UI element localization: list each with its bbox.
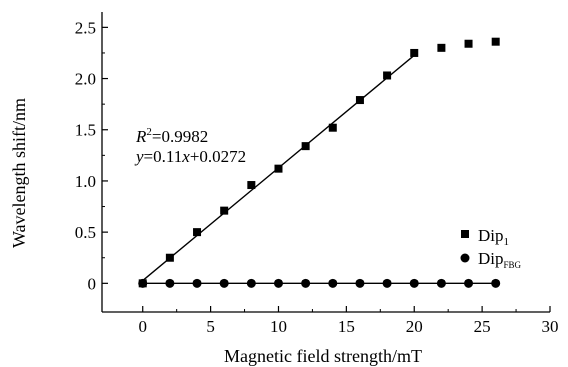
- x-tick-label: 0: [138, 317, 147, 336]
- point-dipfbg: [464, 278, 474, 288]
- y-axis-title: Wavelength shift/nm: [9, 98, 29, 248]
- fit-eq-tail: +0.0272: [190, 147, 246, 166]
- x-tick-label: 30: [542, 317, 559, 336]
- legend-dipfbg-sub: FBG: [504, 260, 522, 270]
- point-dip1: [383, 71, 392, 80]
- x-tick-label: 25: [474, 317, 491, 336]
- data-points: [138, 37, 501, 288]
- point-dipfbg: [192, 278, 202, 288]
- point-dip1: [464, 39, 473, 48]
- fit-eq-y: y: [134, 147, 144, 166]
- legend-marker-dip1: [461, 230, 469, 238]
- point-dip1: [301, 142, 310, 151]
- x-axis-title: Magnetic field strength/mT: [224, 346, 422, 366]
- point-dip1: [410, 48, 419, 57]
- fit-lines: [142, 54, 496, 285]
- point-dipfbg: [138, 278, 148, 288]
- point-dip1: [247, 181, 256, 190]
- point-dipfbg: [246, 278, 256, 288]
- point-dipfbg: [355, 278, 365, 288]
- y-tick-label: 2.0: [75, 70, 96, 89]
- point-dipfbg: [301, 278, 311, 288]
- legend-label-dip1: Dip1: [478, 226, 509, 248]
- legend-dip1-base: Dip: [478, 226, 504, 245]
- y-tick-label: 0.5: [75, 223, 96, 242]
- y-tick-label: 1.5: [75, 121, 96, 140]
- fit-equation-annotation: y=0.11x+0.0272: [134, 147, 246, 166]
- x-tick-label: 5: [206, 317, 215, 336]
- point-dip1: [355, 96, 364, 105]
- y-tick-label: 0: [88, 274, 97, 293]
- x-tick-label: 15: [338, 317, 355, 336]
- point-dipfbg: [436, 278, 446, 288]
- point-dip1: [491, 37, 500, 46]
- point-dipfbg: [328, 278, 338, 288]
- x-tick-label: 20: [406, 317, 423, 336]
- point-dip1: [220, 206, 229, 215]
- legend-dipfbg-base: Dip: [478, 249, 504, 268]
- legend-marker-dipfbg: [460, 253, 470, 263]
- x-tick-label: 10: [270, 317, 287, 336]
- point-dip1: [328, 123, 337, 132]
- legend-dip1-sub: 1: [504, 236, 510, 248]
- axes: 0 5 10 15 20 25 30 0 0.5 1.0 1.5 2.0 2.5: [75, 12, 559, 336]
- y-tick-label: 2.5: [75, 18, 96, 37]
- point-dip1: [274, 164, 283, 173]
- y-tick-label: 1.0: [75, 172, 96, 191]
- r-squared-value: =0.9982: [152, 127, 208, 146]
- point-dipfbg: [273, 278, 283, 288]
- r-squared-sup: 2: [146, 126, 152, 138]
- point-dip1: [437, 43, 446, 52]
- point-dipfbg: [219, 278, 229, 288]
- fit-eq-x: x: [181, 147, 190, 166]
- point-dipfbg: [382, 278, 392, 288]
- point-dip1: [165, 253, 174, 262]
- fit-eq-mid: =0.11: [144, 147, 183, 166]
- point-dipfbg: [491, 278, 501, 288]
- point-dipfbg: [165, 278, 175, 288]
- r-squared-annotation: R2=0.9982: [135, 126, 208, 146]
- legend: Dip1 DipFBG: [460, 226, 522, 270]
- r-squared-var: R: [135, 127, 147, 146]
- point-dip1: [193, 228, 202, 237]
- point-dipfbg: [409, 278, 419, 288]
- legend-label-dipfbg: DipFBG: [478, 249, 522, 270]
